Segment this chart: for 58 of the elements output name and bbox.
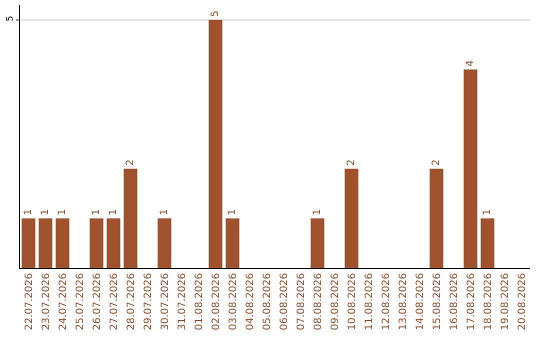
bar [310,218,324,268]
x-tick-label: 18.08.2026 [482,273,494,330]
bar [158,218,172,268]
x-tick-label: 20.08.2026 [516,273,528,330]
bar [464,70,478,268]
x-tick-label: 25.07.2026 [74,273,86,330]
x-tick-label: 27.07.2026 [108,273,120,330]
bar [106,218,120,268]
x-tick-label: 11.08.2026 [364,273,375,330]
data-label: 4 [465,60,476,67]
data-label: 5 [210,10,221,17]
x-tick-label: 28.07.2026 [126,273,137,330]
x-tick-label: 08.08.2026 [312,273,324,330]
bar [226,218,240,268]
bar [56,218,70,268]
x-tick-label: 30.07.2026 [160,273,171,330]
data-label: 1 [57,209,68,216]
x-tick-label: 24.07.2026 [58,273,69,330]
x-tick-label: 14.08.2026 [414,273,426,330]
bar [208,20,222,268]
bar [38,218,52,268]
x-tick-label: 26.07.2026 [92,273,103,330]
x-tick-label: 12.08.2026 [380,273,392,330]
x-tick-label: 04.08.2026 [244,273,256,330]
x-tick-label: 01.08.2026 [194,273,205,330]
x-tick-label: 09.08.2026 [330,273,341,330]
x-tick-label: 10.08.2026 [346,273,358,330]
x-tick-label: 16.08.2026 [448,273,460,330]
x-tick-label: 06.08.2026 [278,273,290,330]
data-label: 1 [312,209,323,216]
data-label: 1 [159,209,170,216]
bar [480,218,494,268]
bar [124,168,138,268]
bar [90,218,104,268]
data-label: 1 [227,209,238,216]
data-label: 1 [482,209,493,216]
bar [430,168,444,268]
data-label: 1 [91,209,102,216]
x-tick-label: 19.08.2026 [500,273,511,330]
x-tick-label: 23.07.2026 [40,273,52,330]
data-label: 1 [40,209,51,216]
x-tick-label: 13.08.2026 [398,273,409,330]
data-label: 1 [23,209,34,216]
x-tick-label: 29.07.2026 [142,273,154,330]
x-tick-label: 31.07.2026 [176,273,188,330]
data-label: 2 [125,159,136,166]
data-label: 2 [431,159,442,166]
x-tick-label: 15.08.2026 [432,273,443,330]
x-tick-label: 22.07.2026 [24,273,35,330]
bar [22,218,36,268]
x-tick-label: 02.08.2026 [210,273,222,330]
data-label: 2 [346,159,357,166]
x-tick-label: 03.08.2026 [228,273,239,330]
x-tick-label: 05.08.2026 [262,273,273,330]
x-tick-label: 17.08.2026 [466,273,477,330]
x-tick-label: 07.08.2026 [296,273,307,330]
bar [344,168,358,268]
data-label: 1 [108,209,119,216]
